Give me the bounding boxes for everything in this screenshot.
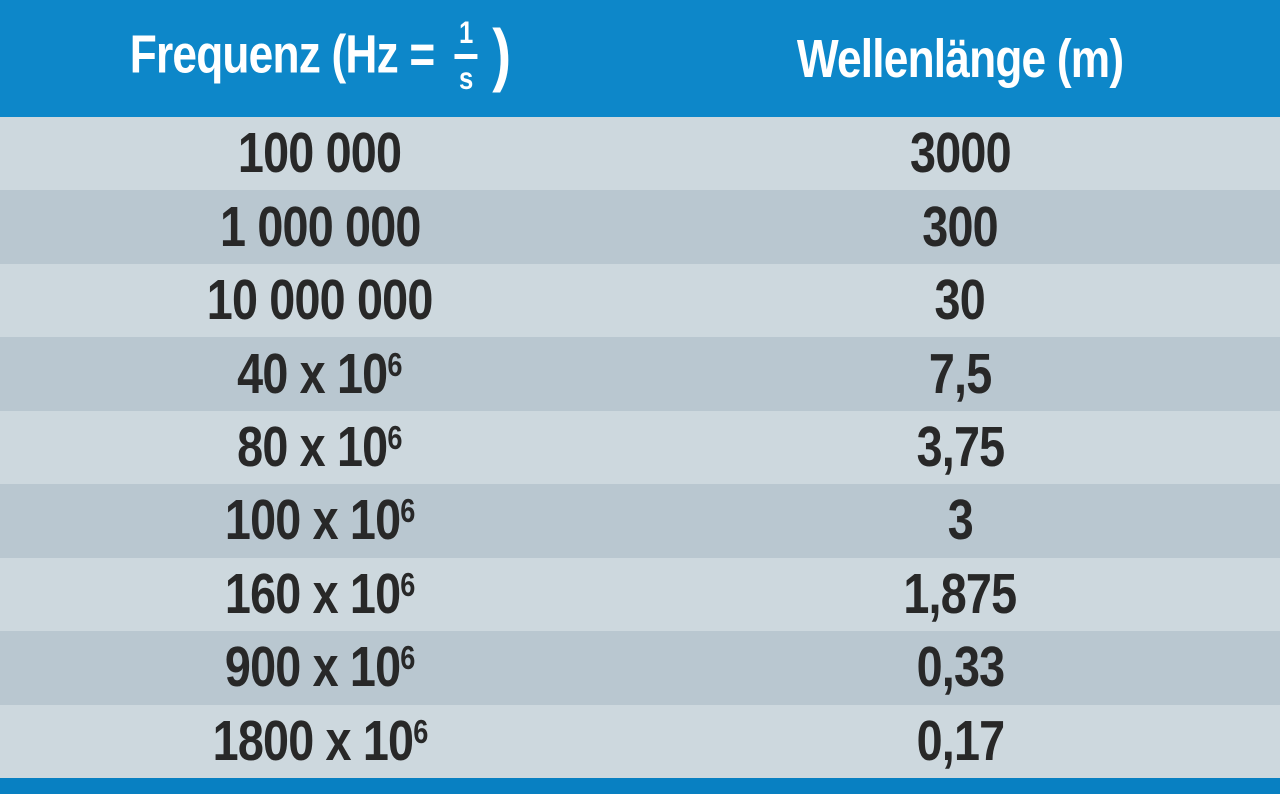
- fraction-numerator: 1: [454, 17, 478, 59]
- table-header: Frequenz (Hz = 1 s ) Wellenlänge (m): [0, 0, 1280, 117]
- table-row: 160 x 106 1,875: [0, 557, 1280, 632]
- wavelength-value: 7,5: [928, 341, 992, 406]
- wavelength-cell: 3000: [640, 117, 1280, 190]
- table-row: 100 x 106 3: [0, 484, 1280, 558]
- wavelength-cell: 3,75: [640, 411, 1280, 484]
- frequency-cell: 1800 x 106: [0, 705, 640, 778]
- frequency-cell: 1 000 000: [0, 190, 640, 263]
- table-row: 1800 x 106 0,17: [0, 704, 1280, 778]
- frequency-cell: 100 x 106: [0, 484, 640, 557]
- header-cell-frequency: Frequenz (Hz = 1 s ): [0, 0, 640, 117]
- wavelength-cell: 0,33: [640, 631, 1280, 704]
- table-row: 10 000 000 30: [0, 263, 1280, 338]
- frequency-value: 100 x 106: [224, 488, 416, 553]
- frequency-value: 100 000: [238, 121, 402, 186]
- frequency-value: 10 000 000: [207, 268, 434, 333]
- header-frequency-content: Frequenz (Hz = 1 s ): [129, 17, 511, 97]
- frequency-exponent: 6: [400, 566, 416, 604]
- frequency-exponent: 6: [412, 713, 428, 751]
- wavelength-cell: 1,875: [640, 558, 1280, 631]
- wavelength-value: 3,75: [916, 414, 1005, 479]
- frequency-cell: 100 000: [0, 117, 640, 190]
- header-frequency-label: Frequenz (Hz =: [129, 24, 435, 85]
- wavelength-value: 30: [934, 268, 986, 333]
- wavelength-value: 0,17: [916, 708, 1005, 773]
- frequency-value: 1 000 000: [219, 194, 421, 259]
- wavelength-cell: 30: [640, 264, 1280, 337]
- table-row: 1 000 000 300: [0, 190, 1280, 264]
- frequency-exponent: 6: [387, 419, 403, 457]
- header-cell-wavelength: Wellenlänge (m): [640, 0, 1280, 117]
- wavelength-cell: 3: [640, 484, 1280, 557]
- frequency-exponent: 6: [387, 346, 403, 384]
- bottom-accent-bar: [0, 778, 1280, 794]
- frequency-exponent: 6: [400, 640, 416, 678]
- wavelength-cell: 7,5: [640, 337, 1280, 410]
- header-wavelength-label: Wellenlänge (m): [796, 28, 1124, 89]
- frequency-value: 900 x 106: [224, 635, 416, 700]
- wavelength-cell: 0,17: [640, 705, 1280, 778]
- wavelength-value: 300: [922, 194, 998, 259]
- header-frequency-closing-paren: ): [492, 14, 511, 93]
- frequency-cell: 40 x 106: [0, 337, 640, 410]
- table-row: 100 000 3000: [0, 117, 1280, 191]
- table-body: 100 000 3000 1 000 000 300 10 000 000 30 40 x …: [0, 117, 1280, 778]
- table-row: 80 x 106 3,75: [0, 410, 1280, 485]
- frequency-exponent: 6: [400, 493, 416, 531]
- frequency-value: 80 x 106: [237, 414, 403, 479]
- wavelength-value: 0,33: [916, 635, 1005, 700]
- table-row: 40 x 106 7,5: [0, 337, 1280, 411]
- frequency-cell: 10 000 000: [0, 264, 640, 337]
- wavelength-cell: 300: [640, 190, 1280, 263]
- table-row: 900 x 106 0,33: [0, 631, 1280, 705]
- wavelength-value: 3: [947, 488, 973, 553]
- fraction-one-over-s: 1 s: [454, 17, 478, 96]
- frequency-value: 1800 x 106: [212, 708, 428, 773]
- frequency-value: 160 x 106: [224, 561, 416, 626]
- wavelength-value: 3000: [909, 121, 1012, 186]
- wavelength-value: 1,875: [903, 561, 1018, 626]
- frequency-value: 40 x 106: [237, 341, 403, 406]
- frequency-cell: 160 x 106: [0, 558, 640, 631]
- fraction-denominator: s: [459, 60, 473, 96]
- frequency-cell: 900 x 106: [0, 631, 640, 704]
- frequency-cell: 80 x 106: [0, 411, 640, 484]
